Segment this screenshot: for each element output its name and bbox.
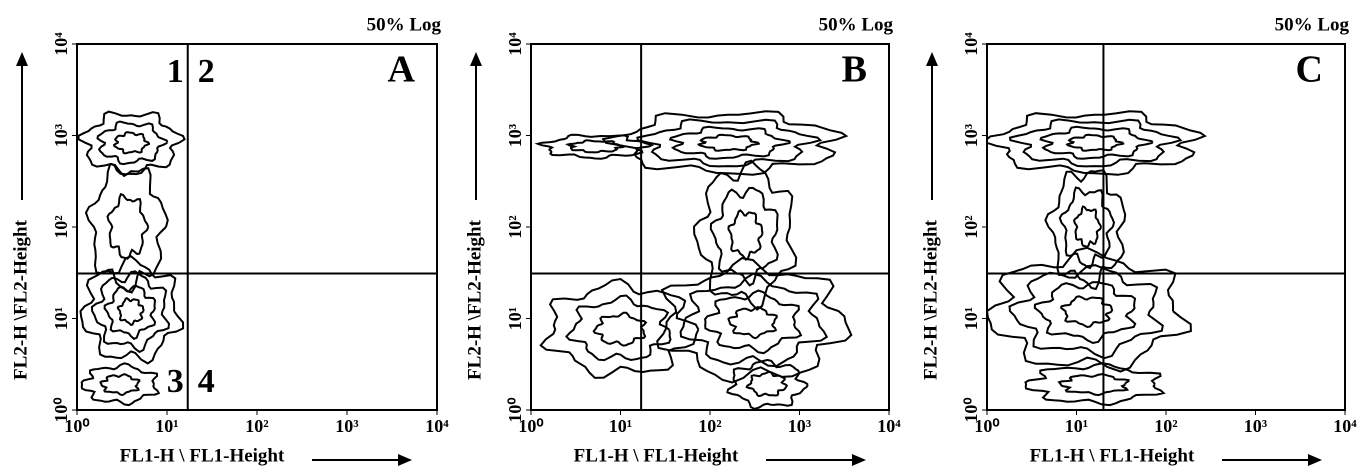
contour (112, 131, 150, 155)
y-tick-label: 10³ (961, 123, 981, 147)
x-tick-label: 10² (245, 416, 268, 436)
y-tick-label: 10⁴ (961, 32, 981, 56)
contour (565, 294, 672, 362)
contour (1057, 373, 1130, 397)
contour (1058, 186, 1116, 270)
contour (1008, 118, 1183, 168)
plot-frame (986, 43, 1346, 411)
x-tick-label: 10² (698, 416, 721, 436)
y-tick-label: 10⁴ (505, 32, 525, 56)
x-tick-label: 10⁴ (425, 416, 449, 436)
y-axis-label: FL2-H \FL2-Height (464, 219, 485, 380)
panel-label: A (388, 49, 416, 91)
y-tick-label: 10² (51, 215, 71, 238)
contour (704, 289, 803, 355)
chart-title: 50% Log (819, 14, 894, 35)
x-axis-label: FL1-H \ FL1-Height (120, 445, 285, 466)
contour (1059, 295, 1114, 329)
contour (80, 362, 161, 407)
chart-title: 50% Log (367, 14, 442, 35)
contour (592, 311, 648, 347)
x-tick-label: 10⁰ (64, 416, 89, 436)
panel-label: C (1296, 49, 1323, 91)
x-tick-label: 10⁴ (1333, 416, 1357, 436)
contour (1039, 125, 1154, 160)
x-tick-label: 10³ (335, 416, 359, 436)
contour (1073, 205, 1103, 248)
contour (696, 133, 760, 152)
contour (565, 139, 625, 154)
plot-frame (76, 43, 438, 411)
x-tick-label: 10⁰ (518, 416, 543, 436)
contour (636, 118, 823, 168)
contour (726, 358, 809, 410)
contour (692, 159, 798, 311)
quadrant-label: 4 (198, 363, 215, 400)
x-tick-label: 10⁰ (974, 416, 999, 436)
quadrant-label: 3 (167, 363, 184, 400)
y-tick-label: 10¹ (961, 307, 981, 330)
x-tick-label: 10³ (788, 416, 812, 436)
y-tick-label: 10² (961, 215, 981, 238)
y-tick-label: 10⁰ (51, 397, 71, 422)
contour (96, 120, 169, 166)
x-tick-label: 10⁴ (877, 416, 901, 436)
contour (106, 192, 150, 260)
y-tick-label: 10⁰ (505, 397, 525, 422)
contour (656, 257, 853, 384)
x-tick-label: 10² (1154, 416, 1177, 436)
y-tick-label: 10¹ (51, 307, 71, 330)
x-tick-label: 10¹ (609, 416, 632, 436)
x-axis-arrowhead (398, 454, 412, 466)
contour (601, 110, 849, 176)
contour (727, 305, 778, 340)
chart-title: 50% Log (1275, 14, 1350, 35)
y-axis-arrowhead (926, 52, 938, 66)
y-tick-label: 10⁰ (961, 397, 981, 422)
quadrant-label: 1 (167, 53, 184, 90)
y-axis-label: FL2-H \FL2-Height (920, 219, 941, 380)
x-tick-label: 10¹ (1065, 416, 1088, 436)
panel-label: B (842, 49, 867, 91)
y-tick-label: 10² (505, 215, 525, 238)
y-tick-label: 10⁴ (51, 32, 71, 56)
contour (103, 284, 157, 340)
x-axis-label: FL1-H \ FL1-Height (1030, 445, 1195, 466)
x-axis-label: FL1-H \ FL1-Height (574, 445, 739, 466)
contour (90, 270, 171, 354)
contour (727, 209, 764, 261)
x-tick-label: 10¹ (155, 416, 178, 436)
y-axis-arrowhead (470, 52, 482, 66)
contour (1008, 264, 1164, 360)
x-axis-arrowhead (852, 454, 866, 466)
y-tick-label: 10³ (505, 123, 525, 147)
contour (534, 133, 655, 160)
contour (539, 277, 700, 379)
y-tick-label: 10¹ (505, 307, 525, 330)
y-axis-arrowhead (16, 52, 28, 66)
x-tick-label: 10³ (1244, 416, 1268, 436)
contour (99, 373, 141, 397)
contour (1024, 362, 1166, 407)
contour (77, 110, 186, 176)
quadrant-label: 2 (198, 53, 215, 90)
contour (745, 370, 789, 398)
y-axis-label: FL2-H \FL2-Height (10, 219, 31, 380)
contour (116, 297, 145, 326)
contour (1033, 281, 1137, 345)
contour (679, 272, 829, 368)
contour (668, 125, 792, 160)
contour (1044, 169, 1127, 291)
contour (1065, 133, 1125, 152)
x-axis-arrowhead (1308, 454, 1322, 466)
contour (709, 186, 779, 287)
y-tick-label: 10³ (51, 123, 71, 147)
